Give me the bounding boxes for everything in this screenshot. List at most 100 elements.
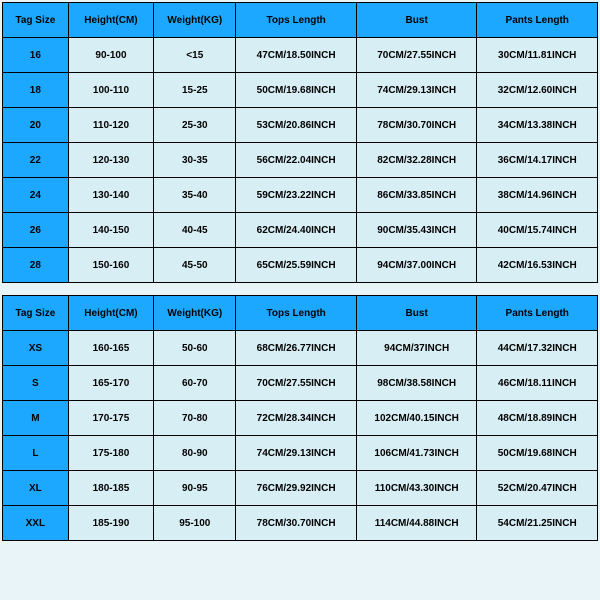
cell-bust: 110CM/43.30INCH	[356, 471, 477, 506]
cell-tops: 53CM/20.86INCH	[236, 108, 357, 143]
cell-weight: 50-60	[154, 331, 236, 366]
cell-size: L	[3, 436, 69, 471]
cell-weight: 70-80	[154, 401, 236, 436]
cell-weight: 25-30	[154, 108, 236, 143]
cell-bust: 86CM/33.85INCH	[356, 178, 477, 213]
cell-height: 170-175	[68, 401, 153, 436]
cell-tops: 50CM/19.68INCH	[236, 73, 357, 108]
cell-size: 22	[3, 143, 69, 178]
cell-size: S	[3, 366, 69, 401]
cell-weight: 90-95	[154, 471, 236, 506]
cell-tops: 47CM/18.50INCH	[236, 38, 357, 73]
cell-size: M	[3, 401, 69, 436]
cell-height: 165-170	[68, 366, 153, 401]
cell-weight: 95-100	[154, 506, 236, 541]
cell-pants: 40CM/15.74INCH	[477, 213, 598, 248]
header-tops: Tops Length	[236, 3, 357, 38]
table-row: 1690-100<1547CM/18.50INCH70CM/27.55INCH3…	[3, 38, 598, 73]
cell-bust: 82CM/32.28INCH	[356, 143, 477, 178]
cell-tops: 78CM/30.70INCH	[236, 506, 357, 541]
cell-height: 90-100	[68, 38, 153, 73]
cell-bust: 78CM/30.70INCH	[356, 108, 477, 143]
cell-size: XS	[3, 331, 69, 366]
size-table-adults: Tag Size Height(CM) Weight(KG) Tops Leng…	[2, 295, 598, 541]
cell-pants: 30CM/11.81INCH	[477, 38, 598, 73]
header-size: Tag Size	[3, 296, 69, 331]
header-pants: Pants Length	[477, 3, 598, 38]
table-row: 20110-12025-3053CM/20.86INCH78CM/30.70IN…	[3, 108, 598, 143]
cell-bust: 74CM/29.13INCH	[356, 73, 477, 108]
cell-size: XL	[3, 471, 69, 506]
cell-height: 130-140	[68, 178, 153, 213]
cell-weight: 80-90	[154, 436, 236, 471]
header-tops: Tops Length	[236, 296, 357, 331]
size-table-kids: Tag Size Height(CM) Weight(KG) Tops Leng…	[2, 2, 598, 283]
table-header-row: Tag Size Height(CM) Weight(KG) Tops Leng…	[3, 296, 598, 331]
cell-bust: 70CM/27.55INCH	[356, 38, 477, 73]
cell-tops: 76CM/29.92INCH	[236, 471, 357, 506]
cell-weight: <15	[154, 38, 236, 73]
cell-bust: 98CM/38.58INCH	[356, 366, 477, 401]
cell-height: 150-160	[68, 248, 153, 283]
cell-height: 175-180	[68, 436, 153, 471]
cell-pants: 52CM/20.47INCH	[477, 471, 598, 506]
table-row: 26140-15040-4562CM/24.40INCH90CM/35.43IN…	[3, 213, 598, 248]
cell-pants: 38CM/14.96INCH	[477, 178, 598, 213]
cell-pants: 32CM/12.60INCH	[477, 73, 598, 108]
cell-weight: 35-40	[154, 178, 236, 213]
cell-tops: 72CM/28.34INCH	[236, 401, 357, 436]
table-header-row: Tag Size Height(CM) Weight(KG) Tops Leng…	[3, 3, 598, 38]
cell-tops: 62CM/24.40INCH	[236, 213, 357, 248]
header-height: Height(CM)	[68, 296, 153, 331]
header-size: Tag Size	[3, 3, 69, 38]
table-row: 24130-14035-4059CM/23.22INCH86CM/33.85IN…	[3, 178, 598, 213]
cell-size: 28	[3, 248, 69, 283]
cell-height: 180-185	[68, 471, 153, 506]
cell-height: 160-165	[68, 331, 153, 366]
table-row: XXL185-19095-10078CM/30.70INCH114CM/44.8…	[3, 506, 598, 541]
cell-size: 26	[3, 213, 69, 248]
cell-bust: 102CM/40.15INCH	[356, 401, 477, 436]
cell-tops: 68CM/26.77INCH	[236, 331, 357, 366]
header-bust: Bust	[356, 296, 477, 331]
cell-bust: 106CM/41.73INCH	[356, 436, 477, 471]
table-row: L175-18080-9074CM/29.13INCH106CM/41.73IN…	[3, 436, 598, 471]
cell-weight: 60-70	[154, 366, 236, 401]
cell-pants: 50CM/19.68INCH	[477, 436, 598, 471]
cell-size: 16	[3, 38, 69, 73]
cell-size: 20	[3, 108, 69, 143]
cell-height: 120-130	[68, 143, 153, 178]
cell-height: 100-110	[68, 73, 153, 108]
cell-tops: 65CM/25.59INCH	[236, 248, 357, 283]
header-bust: Bust	[356, 3, 477, 38]
header-weight: Weight(KG)	[154, 3, 236, 38]
cell-tops: 56CM/22.04INCH	[236, 143, 357, 178]
table-row: 28150-16045-5065CM/25.59INCH94CM/37.00IN…	[3, 248, 598, 283]
table-row: XS160-16550-6068CM/26.77INCH94CM/37INCH4…	[3, 331, 598, 366]
cell-pants: 48CM/18.89INCH	[477, 401, 598, 436]
cell-weight: 30-35	[154, 143, 236, 178]
cell-pants: 54CM/21.25INCH	[477, 506, 598, 541]
cell-tops: 59CM/23.22INCH	[236, 178, 357, 213]
cell-weight: 40-45	[154, 213, 236, 248]
cell-pants: 42CM/16.53INCH	[477, 248, 598, 283]
header-pants: Pants Length	[477, 296, 598, 331]
cell-height: 110-120	[68, 108, 153, 143]
table-row: 18100-11015-2550CM/19.68INCH74CM/29.13IN…	[3, 73, 598, 108]
cell-bust: 90CM/35.43INCH	[356, 213, 477, 248]
cell-tops: 74CM/29.13INCH	[236, 436, 357, 471]
table-row: M170-17570-8072CM/28.34INCH102CM/40.15IN…	[3, 401, 598, 436]
cell-weight: 15-25	[154, 73, 236, 108]
table-row: 22120-13030-3556CM/22.04INCH82CM/32.28IN…	[3, 143, 598, 178]
cell-bust: 94CM/37INCH	[356, 331, 477, 366]
header-weight: Weight(KG)	[154, 296, 236, 331]
cell-tops: 70CM/27.55INCH	[236, 366, 357, 401]
cell-pants: 36CM/14.17INCH	[477, 143, 598, 178]
cell-size: 24	[3, 178, 69, 213]
header-height: Height(CM)	[68, 3, 153, 38]
cell-height: 185-190	[68, 506, 153, 541]
table-row: S165-17060-7070CM/27.55INCH98CM/38.58INC…	[3, 366, 598, 401]
cell-bust: 94CM/37.00INCH	[356, 248, 477, 283]
cell-bust: 114CM/44.88INCH	[356, 506, 477, 541]
cell-pants: 34CM/13.38INCH	[477, 108, 598, 143]
